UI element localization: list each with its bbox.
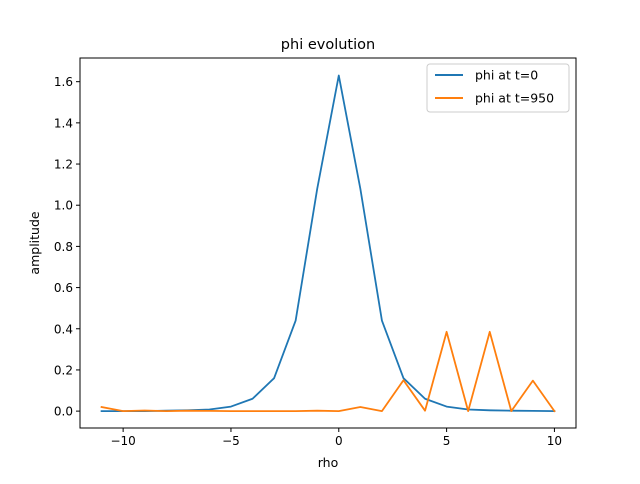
chart-title: phi evolution: [281, 37, 375, 53]
x-tick-label: −10: [110, 434, 135, 448]
y-tick-label: 1.4: [54, 116, 73, 130]
series-line-1: [100, 330, 556, 413]
legend-label-series-1: phi at t=950: [475, 91, 554, 106]
y-tick-label: 1.0: [54, 199, 73, 213]
y-axis: 0.0 0.2 0.4 0.6 0.8 1.0 1.2 1.4 1.6: [54, 75, 80, 419]
y-tick-label: 1.2: [54, 158, 73, 172]
x-tick-label: −5: [222, 434, 240, 448]
x-axis: −10 −5 0 5 10: [110, 428, 562, 448]
x-tick-label: 5: [443, 434, 451, 448]
y-tick-label: 0.4: [54, 322, 73, 336]
plot-lines: [100, 74, 556, 413]
y-tick-label: 0.8: [54, 240, 73, 254]
x-tick-label: 10: [547, 434, 562, 448]
y-tick-label: 0.2: [54, 363, 73, 377]
y-tick-label: 0.0: [54, 405, 73, 419]
y-tick-label: 0.6: [54, 281, 73, 295]
x-axis-label: rho: [318, 455, 339, 470]
y-axis-label: amplitude: [27, 211, 42, 274]
x-tick-label: 0: [335, 434, 343, 448]
legend: phi at t=0 phi at t=950: [426, 63, 570, 113]
plot-frame: [79, 57, 577, 429]
y-tick-label: 1.6: [54, 75, 73, 89]
legend-label-series-0: phi at t=0: [475, 68, 538, 83]
